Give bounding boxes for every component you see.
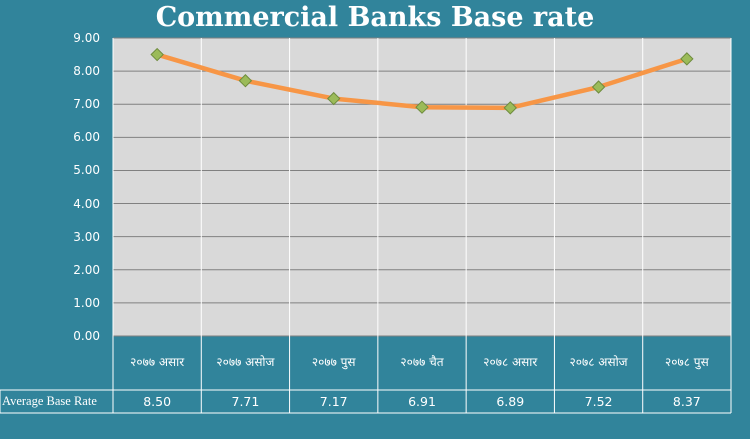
data-table-value: 7.71 — [231, 394, 260, 409]
category-label: २०७७ पुस — [311, 355, 356, 369]
data-table-value: 8.37 — [672, 394, 701, 409]
y-tick-label: 1.00 — [73, 295, 100, 310]
category-label: २०७८ असार — [483, 355, 538, 369]
data-point-marker — [238, 74, 253, 88]
y-tick-label: 7.00 — [73, 97, 100, 112]
data-point-marker — [680, 52, 694, 66]
chart-title: Commercial Banks Base rate — [155, 2, 595, 33]
y-tick-label: 9.00 — [73, 31, 100, 45]
category-label: २०७७ असार — [130, 355, 185, 369]
y-tick-label: 3.00 — [73, 229, 100, 244]
y-tick-label: 0.00 — [73, 329, 100, 343]
data-point-marker — [327, 91, 341, 106]
data-point-marker — [415, 100, 429, 114]
data-table-value: 7.52 — [584, 394, 613, 409]
data-table-value: 6.89 — [496, 394, 525, 409]
data-point-marker — [591, 80, 606, 94]
data-table-value: 8.50 — [143, 394, 172, 409]
y-tick-label: 6.00 — [73, 130, 100, 145]
plot-area — [113, 38, 731, 336]
data-table-value: 7.17 — [319, 394, 348, 409]
data-table-value: 6.91 — [408, 394, 436, 409]
y-tick-label: 8.00 — [73, 64, 100, 79]
data-table-series-name: Average Base Rate — [2, 394, 97, 408]
category-label: २०७७ असोज — [216, 355, 275, 369]
y-tick-label: 2.00 — [73, 262, 100, 277]
data-point-marker — [503, 101, 517, 115]
y-tick-label: 4.00 — [73, 196, 100, 211]
y-tick-label: 5.00 — [73, 163, 100, 178]
category-label: २०७७ चैत — [400, 355, 444, 369]
category-label: २०७८ असोज — [569, 355, 628, 369]
data-point-marker — [150, 47, 164, 62]
category-label: २०७८ पुस — [664, 355, 709, 369]
